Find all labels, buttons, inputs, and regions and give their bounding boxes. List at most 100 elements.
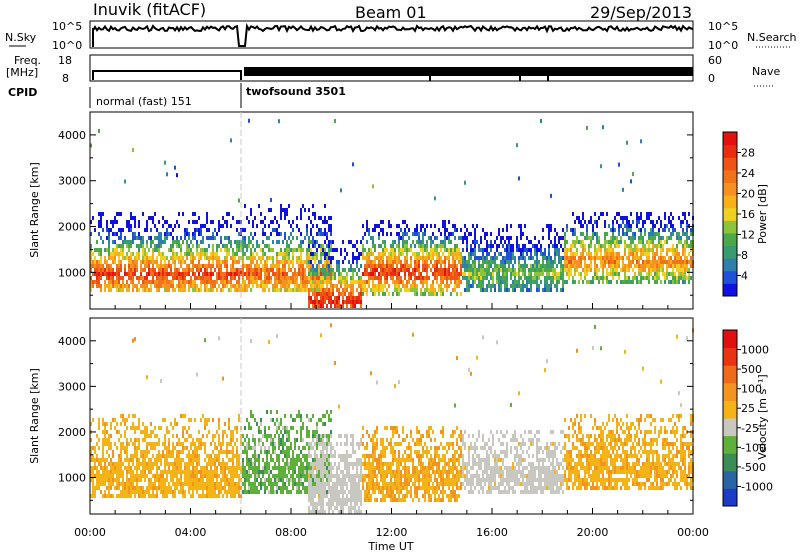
heatmap-cell [212, 490, 214, 494]
heatmap-cell [518, 244, 520, 248]
heatmap-cell [492, 276, 494, 280]
heatmap-cell [302, 470, 304, 474]
heatmap-cell [158, 438, 160, 442]
heatmap-cell [148, 486, 150, 490]
heatmap-cell [226, 494, 228, 498]
heatmap-cell [594, 268, 596, 272]
heatmap-cell [166, 426, 168, 430]
heatmap-cell [584, 264, 586, 268]
heatmap-cell [292, 486, 294, 490]
heatmap-cell [286, 280, 288, 284]
heatmap-cell [268, 434, 270, 438]
heatmap-cell [466, 288, 468, 292]
heatmap-cell [316, 458, 318, 462]
heatmap-cell [154, 494, 156, 498]
heatmap-cell [342, 276, 344, 280]
heatmap-cell [338, 296, 340, 300]
heatmap-cell [568, 268, 570, 272]
heatmap-cell [440, 240, 442, 244]
heatmap-cell [432, 280, 434, 284]
heatmap-cell [206, 268, 208, 272]
heatmap-cell [616, 280, 618, 284]
heatmap-cell [474, 244, 476, 248]
heatmap-cell [206, 220, 208, 224]
heatmap-cell [214, 434, 216, 438]
heatmap-cell [372, 264, 374, 268]
heatmap-cell [320, 276, 322, 280]
heatmap-cell [194, 280, 196, 284]
heatmap-cell [622, 264, 624, 268]
heatmap-cell [598, 236, 600, 240]
heatmap-cell [90, 466, 92, 470]
heatmap-cell [508, 240, 510, 244]
heatmap-cell [148, 256, 150, 260]
heatmap-cell [98, 426, 100, 430]
heatmap-cell [424, 268, 426, 272]
heatmap-cell [348, 240, 350, 244]
heatmap-cell [268, 280, 270, 284]
heatmap-cell [254, 474, 256, 478]
heatmap-cell [538, 264, 540, 268]
heatmap-cell [108, 264, 110, 268]
heatmap-cell [218, 474, 220, 478]
heatmap-cell [300, 482, 302, 486]
heatmap-cell [502, 244, 504, 248]
heatmap-cell [558, 236, 560, 240]
heatmap-cell [174, 486, 176, 490]
heatmap-cell [94, 490, 96, 494]
heatmap-cell [356, 248, 358, 252]
heatmap-cell [130, 470, 132, 474]
heatmap-cell [198, 244, 200, 248]
heatmap-cell [626, 264, 628, 268]
heatmap-cell [686, 268, 688, 272]
heatmap-cell [668, 264, 670, 268]
heatmap-cell [324, 260, 326, 264]
heatmap-cell [662, 248, 664, 252]
heatmap-cell [236, 272, 238, 276]
heatmap-cell [504, 260, 506, 264]
heatmap-cell [630, 260, 632, 264]
heatmap-cell [200, 284, 202, 288]
heatmap-cell [246, 288, 248, 292]
heatmap-cell [232, 284, 234, 288]
heatmap-cell [392, 256, 394, 260]
heatmap-cell [106, 284, 108, 288]
heatmap-cell [258, 462, 260, 466]
heatmap-cell [304, 470, 306, 474]
heatmap-cell [98, 248, 100, 252]
heatmap-cell [280, 248, 282, 252]
heatmap-cell [158, 236, 160, 240]
heatmap-cell [120, 458, 122, 462]
heatmap-cell [270, 486, 272, 490]
heatmap-cell [118, 462, 120, 466]
heatmap-cell [160, 264, 162, 268]
heatmap-cell [138, 442, 140, 446]
heatmap-cell [148, 494, 150, 498]
heatmap-cell [246, 434, 248, 438]
heatmap-cell [232, 478, 234, 482]
heatmap-cell [344, 280, 346, 284]
heatmap-cell [454, 252, 456, 256]
heatmap-cell [158, 478, 160, 482]
heatmap-cell [554, 252, 556, 256]
heatmap-cell [290, 446, 292, 450]
heatmap-cell [274, 280, 276, 284]
heatmap-cell [150, 478, 152, 482]
heatmap-cell [538, 268, 540, 272]
heatmap-cell [194, 486, 196, 490]
heatmap-cell [206, 212, 208, 216]
heatmap-cell [616, 256, 618, 260]
heatmap-cell [524, 284, 526, 288]
heatmap-cell [158, 248, 160, 252]
heatmap-cell [500, 260, 502, 264]
heatmap-cell [476, 224, 478, 228]
heatmap-cell [458, 272, 460, 276]
heatmap-cell [360, 276, 362, 280]
heatmap-cell [522, 256, 524, 260]
heatmap-cell [304, 284, 306, 288]
heatmap-cell [184, 236, 186, 240]
heatmap-cell [358, 300, 360, 304]
heatmap-cell [234, 442, 236, 446]
heatmap-cell [326, 220, 328, 224]
heatmap-cell [172, 288, 174, 292]
